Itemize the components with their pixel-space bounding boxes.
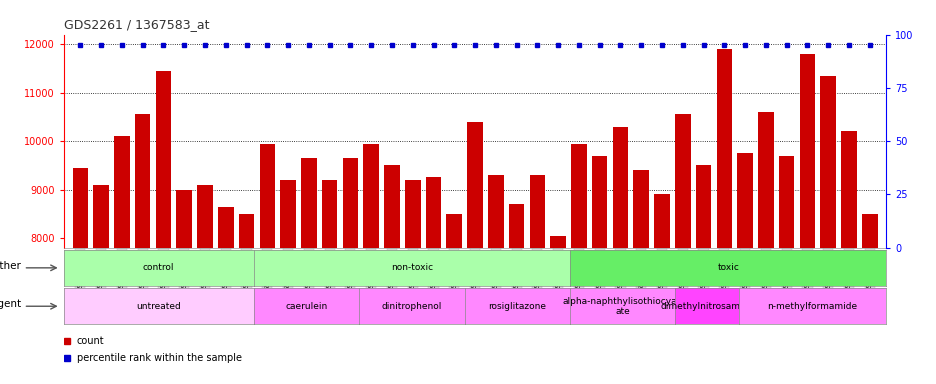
Text: other: other <box>0 261 22 271</box>
Bar <box>549 235 565 384</box>
Bar <box>488 175 503 384</box>
Bar <box>197 185 212 384</box>
Bar <box>716 49 731 384</box>
Bar <box>612 127 628 384</box>
Text: control: control <box>142 263 174 272</box>
Text: caerulein: caerulein <box>285 302 327 311</box>
Bar <box>363 144 378 384</box>
Text: alpha-naphthylisothiocyan
ate: alpha-naphthylisothiocyan ate <box>562 296 682 316</box>
Bar <box>861 214 877 384</box>
Bar <box>384 166 400 384</box>
Text: non-toxic: non-toxic <box>390 263 432 272</box>
Bar <box>798 54 814 384</box>
Text: toxic: toxic <box>716 263 739 272</box>
Text: GDS2261 / 1367583_at: GDS2261 / 1367583_at <box>64 18 209 31</box>
Bar <box>820 76 835 384</box>
Text: rosiglitazone: rosiglitazone <box>488 302 546 311</box>
Bar <box>72 168 88 384</box>
Text: agent: agent <box>0 300 22 310</box>
Bar <box>653 194 669 384</box>
Bar <box>592 156 607 384</box>
Bar <box>218 207 233 384</box>
Text: dimethylnitrosamine: dimethylnitrosamine <box>659 302 753 311</box>
Bar <box>737 153 753 384</box>
Bar <box>114 136 129 384</box>
Bar <box>674 114 690 384</box>
Bar <box>135 114 151 384</box>
Text: count: count <box>77 336 104 346</box>
Bar <box>778 156 794 384</box>
Bar <box>529 175 545 384</box>
Bar <box>446 214 461 384</box>
Text: n-methylformamide: n-methylformamide <box>767 302 856 311</box>
Bar <box>343 158 358 384</box>
Bar <box>280 180 296 384</box>
Bar <box>571 144 586 384</box>
Bar <box>239 214 254 384</box>
Bar <box>841 131 856 384</box>
Bar <box>404 180 420 384</box>
Bar <box>259 144 275 384</box>
Text: percentile rank within the sample: percentile rank within the sample <box>77 353 241 363</box>
Bar <box>508 204 524 384</box>
Bar <box>695 166 710 384</box>
Bar <box>321 180 337 384</box>
Bar <box>94 185 109 384</box>
Bar <box>633 170 649 384</box>
Bar <box>155 71 171 384</box>
Text: dinitrophenol: dinitrophenol <box>381 302 442 311</box>
Text: untreated: untreated <box>136 302 181 311</box>
Bar <box>757 112 773 384</box>
Bar <box>467 122 482 384</box>
Bar <box>300 158 316 384</box>
Bar <box>176 190 192 384</box>
Bar <box>425 177 441 384</box>
